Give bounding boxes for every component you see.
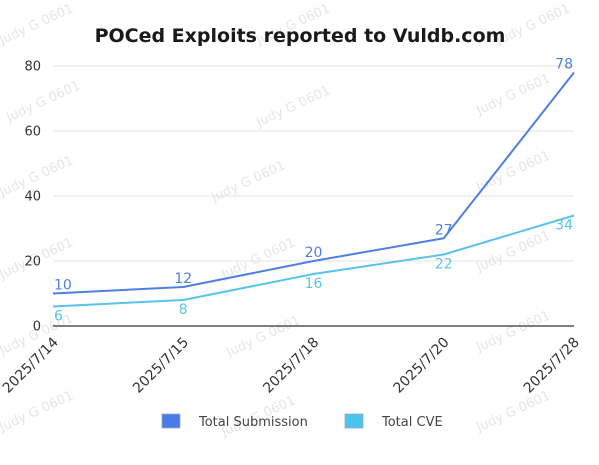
y-tick-label: 20 <box>24 255 41 270</box>
y-tick-label: 40 <box>24 190 41 205</box>
data-label: 22 <box>435 257 453 273</box>
x-tick-label: 2025/7/28 <box>521 335 583 397</box>
series-line-total-cve <box>52 214 575 308</box>
legend-label: Total Submission <box>198 415 308 430</box>
x-tick-label: 2025/7/15 <box>130 335 192 397</box>
watermark-text: Judy G 0601 <box>218 235 297 283</box>
watermark-text: Judy G 0601 <box>0 1 76 49</box>
chart-title: POCed Exploits reported to Vuldb.com <box>95 25 506 47</box>
watermark-text: Judy G 0601 <box>473 388 552 436</box>
data-label: 8 <box>179 302 188 318</box>
watermark-text: Judy G 0601 <box>473 71 552 119</box>
data-label: 27 <box>435 222 453 238</box>
data-label: 10 <box>54 278 72 294</box>
y-axis: 0 20 40 60 80 <box>24 60 41 335</box>
watermark-text: Judy G 0601 <box>473 308 552 356</box>
legend-swatch <box>161 413 181 429</box>
legend-swatch <box>344 413 364 429</box>
legend: Total Submission Total CVE <box>161 413 443 430</box>
data-label: 12 <box>174 271 192 287</box>
watermark-text: Judy G 0601 <box>208 158 287 206</box>
x-tick-label: 2025/7/20 <box>390 335 452 397</box>
watermark-text: Judy G 0601 <box>3 78 82 126</box>
watermark-text: Judy G 0601 <box>253 83 332 131</box>
x-tick-label: 2025/7/18 <box>260 335 322 397</box>
watermark-text: Judy G 0601 <box>473 228 552 276</box>
y-tick-label: 60 <box>24 125 41 140</box>
data-label: 34 <box>555 218 573 234</box>
y-tick-label: 80 <box>24 60 41 75</box>
legend-label: Total CVE <box>381 415 443 430</box>
series-layer: 10 12 20 27 78 6 8 16 22 34 <box>52 57 575 325</box>
y-tick-label: 0 <box>33 320 41 335</box>
data-label: 78 <box>555 57 573 73</box>
data-label: 20 <box>305 245 323 261</box>
data-label: 16 <box>305 276 323 292</box>
series-line-total-submission <box>52 71 575 295</box>
data-label: 6 <box>54 309 63 325</box>
watermark-text: Judy G 0601 <box>473 148 552 196</box>
